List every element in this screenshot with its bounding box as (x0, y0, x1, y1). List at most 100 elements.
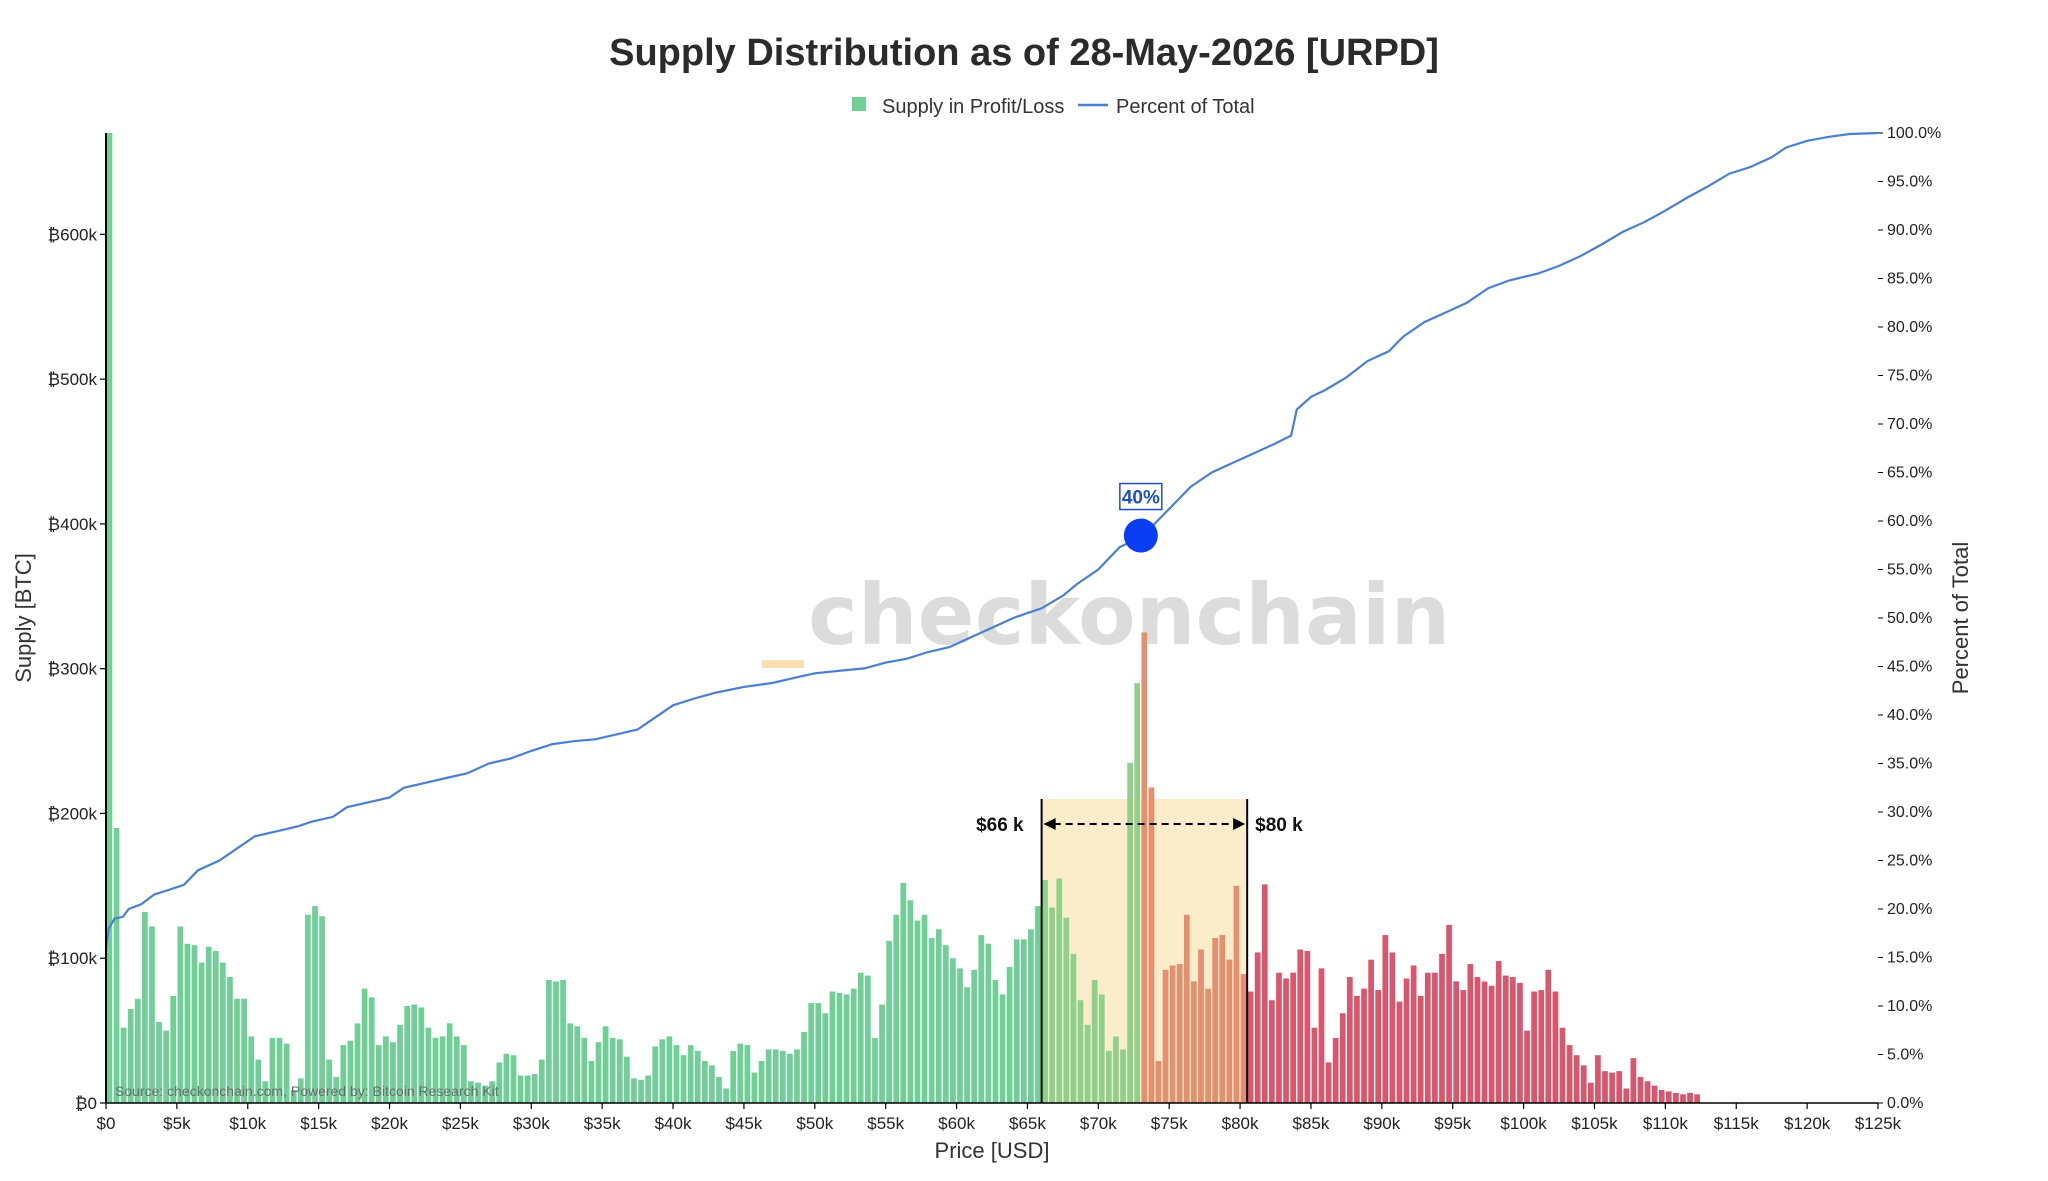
supply-bar (340, 1045, 347, 1103)
supply-bar (687, 1045, 694, 1103)
supply-bar (1276, 972, 1282, 1103)
supply-bar (1254, 952, 1261, 1103)
supply-bar (361, 988, 368, 1103)
supply-bar (602, 1026, 609, 1103)
supply-bar (1658, 1089, 1665, 1103)
supply-bar (999, 994, 1006, 1103)
supply-bar (1573, 1055, 1580, 1103)
supply-bar (886, 940, 892, 1103)
supply-bar (744, 1045, 751, 1103)
supply-bar (1162, 969, 1169, 1103)
chart-title: Supply Distribution as of 28-May-2026 [U… (609, 32, 1439, 74)
supply-bar (652, 1046, 659, 1103)
supply-bar (1311, 1027, 1318, 1103)
supply-bar (850, 988, 857, 1103)
x-tick-label: $55k (867, 1114, 904, 1133)
supply-bar (553, 981, 559, 1103)
supply-bar (113, 827, 120, 1103)
supply-bar (1368, 959, 1374, 1103)
x-tick-label: $100k (1500, 1114, 1547, 1133)
supply-bar (857, 972, 864, 1103)
supply-bar (1063, 917, 1070, 1103)
supply-bar (985, 943, 992, 1103)
supply-bar (1680, 1094, 1686, 1103)
watermark-prefix: _ (762, 570, 804, 668)
supply-bar (198, 962, 205, 1103)
x-tick-label: $45k (725, 1114, 762, 1133)
supply-bar (971, 969, 978, 1103)
supply-bar (1403, 978, 1410, 1103)
supply-bar (1354, 995, 1360, 1103)
supply-bar (822, 1013, 829, 1103)
supply-bar (879, 1004, 885, 1103)
supply-bar (694, 1050, 701, 1103)
x-tick-label: $75k (1151, 1114, 1188, 1133)
supply-bar (120, 1027, 127, 1103)
supply-bar (794, 1049, 800, 1103)
supply-bar (1502, 975, 1509, 1103)
supply-bar (1531, 991, 1537, 1103)
supply-bar (624, 1056, 630, 1103)
supply-bar (836, 992, 843, 1103)
supply-bar (1616, 1071, 1623, 1103)
supply-bar (1205, 988, 1211, 1103)
y2-axis-ticks: 0.0% 5.0% 10.0% 15.0% 20.0% 25.0% 30.0% 35.0% 40… (1878, 125, 1941, 1112)
x-tick-label: $90k (1363, 1114, 1400, 1133)
y2-tick-label: 40.0% (1887, 707, 1932, 724)
supply-bar (241, 998, 247, 1103)
y2-tick-label: 70.0% (1887, 416, 1932, 433)
supply-bar (1113, 1036, 1119, 1103)
band-arrow-left-head (1043, 817, 1056, 830)
supply-bar (503, 1053, 510, 1103)
y2-tick-label: 65.0% (1887, 465, 1932, 482)
supply-bar (1261, 884, 1268, 1103)
legend: Supply in Profit/Loss Percent of Total (852, 96, 1255, 118)
supply-bar (1212, 937, 1219, 1103)
y2-tick-label: 30.0% (1887, 804, 1932, 821)
supply-bar (730, 1050, 737, 1103)
supply-bar (645, 1075, 651, 1103)
supply-bar (815, 1003, 822, 1103)
y-tick-label: ₿600k (48, 225, 98, 244)
y-tick-label: ₿400k (48, 515, 98, 534)
supply-bar (1339, 1013, 1346, 1103)
supply-bar (935, 929, 942, 1103)
supply-bar (779, 1050, 786, 1103)
y2-tick-label: 50.0% (1887, 610, 1932, 627)
y2-tick-label: 20.0% (1887, 901, 1932, 918)
y-axis-ticks: ₿0 ₿100k ₿200k ₿300k ₿400k ₿500k ₿600k (48, 225, 106, 1113)
supply-bar (709, 1065, 715, 1103)
supply-bar (567, 1023, 574, 1103)
watermark-text: checkonchain (808, 566, 1450, 664)
supply-bar (1098, 994, 1105, 1103)
supply-bar (1127, 762, 1133, 1103)
supply-bar (1439, 953, 1445, 1103)
supply-bar (1587, 1082, 1594, 1103)
supply-bar (1269, 1000, 1275, 1103)
supply-bar (872, 1037, 878, 1103)
x-tick-label: $40k (655, 1114, 692, 1133)
x-tick-label: $65k (1009, 1114, 1046, 1133)
supply-bar (957, 968, 963, 1103)
supply-bar (283, 1043, 290, 1103)
supply-bar (468, 1081, 474, 1103)
supply-bar (1623, 1088, 1630, 1103)
y-tick-label: ₿300k (48, 660, 98, 679)
x-tick-label: $0 (97, 1114, 116, 1133)
supply-bar (326, 1059, 333, 1103)
supply-bar (1240, 974, 1247, 1103)
supply-bar (156, 1021, 162, 1103)
x-tick-label: $80k (1222, 1114, 1259, 1133)
supply-bar (1694, 1094, 1700, 1103)
supply-bar (1580, 1065, 1587, 1103)
supply-bar (106, 133, 113, 1103)
y2-tick-label: 60.0% (1887, 513, 1932, 530)
supply-bar (205, 946, 212, 1103)
supply-bar (638, 1079, 644, 1103)
supply-bar (1673, 1092, 1679, 1103)
x-tick-label: $120k (1784, 1114, 1831, 1133)
supply-bar (1595, 1055, 1601, 1103)
supply-bar (397, 1024, 403, 1103)
supply-bar (1637, 1076, 1644, 1103)
